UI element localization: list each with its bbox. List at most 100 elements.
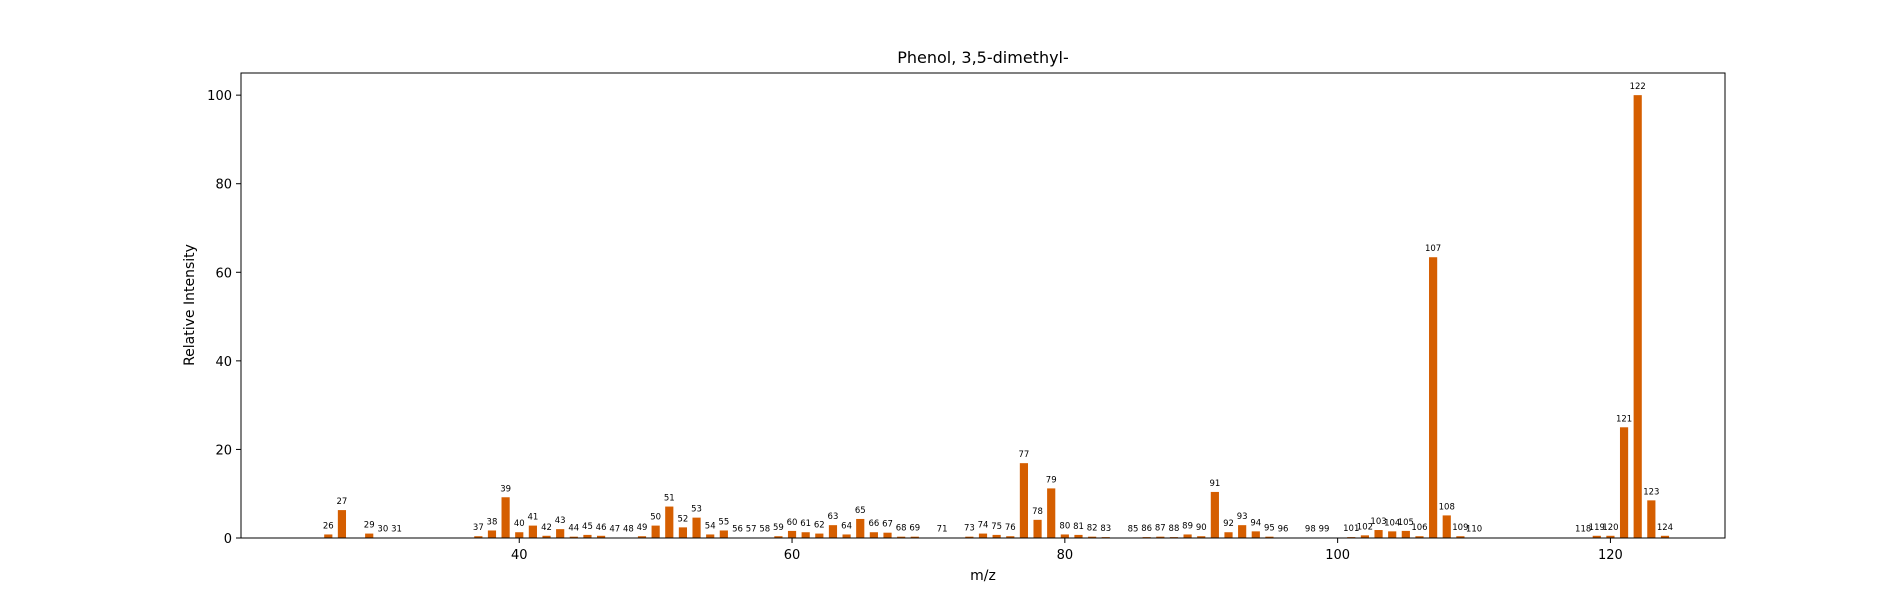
bar-label-mz-68: 68 <box>896 524 907 534</box>
bar-label-mz-91: 91 <box>1209 479 1220 489</box>
bar-label-mz-57: 57 <box>746 525 757 535</box>
bar-label-mz-58: 58 <box>759 525 770 535</box>
bar-mz-42 <box>542 535 551 538</box>
bar-mz-37 <box>474 536 483 538</box>
bar-mz-82 <box>1088 536 1097 538</box>
bar-mz-44 <box>569 536 578 538</box>
y-tick-label: 20 <box>215 443 232 458</box>
bar-label-mz-74: 74 <box>978 521 989 531</box>
bar-label-mz-51: 51 <box>664 494 675 504</box>
bar-mz-106 <box>1415 536 1424 538</box>
bar-label-mz-82: 82 <box>1087 524 1098 534</box>
bar-mz-40 <box>515 532 524 538</box>
x-tick-label: 80 <box>1057 548 1074 563</box>
bar-mz-39 <box>501 497 510 538</box>
chart-title: Phenol, 3,5-dimethyl- <box>897 48 1069 67</box>
bar-label-mz-79: 79 <box>1046 475 1057 485</box>
bar-mz-54 <box>706 534 715 538</box>
bar-mz-50 <box>651 525 660 538</box>
bar-label-mz-43: 43 <box>555 516 566 526</box>
bar-label-mz-99: 99 <box>1319 525 1330 535</box>
bar-label-mz-47: 47 <box>609 525 620 535</box>
bar-label-mz-101: 101 <box>1343 524 1359 534</box>
bar-mz-43 <box>556 529 565 538</box>
bar-mz-92 <box>1224 532 1233 538</box>
bar-mz-62 <box>815 533 824 538</box>
bar-mz-124 <box>1660 535 1670 538</box>
y-tick-label: 40 <box>215 355 232 370</box>
bar-label-mz-63: 63 <box>828 512 839 522</box>
bar-label-mz-106: 106 <box>1411 523 1427 533</box>
bar-mz-122 <box>1633 95 1642 538</box>
bar-mz-76 <box>1006 536 1015 538</box>
bar-mz-90 <box>1197 536 1206 538</box>
bar-mz-103 <box>1374 530 1383 538</box>
bar-mz-107 <box>1429 257 1438 538</box>
bar-label-mz-78: 78 <box>1032 507 1043 517</box>
bar-mz-120 <box>1606 535 1615 538</box>
bar-label-mz-66: 66 <box>868 519 879 529</box>
bar-mz-29 <box>365 533 374 538</box>
bar-label-mz-95: 95 <box>1264 524 1275 534</box>
bar-mz-94 <box>1251 531 1260 538</box>
bar-label-mz-87: 87 <box>1155 524 1166 534</box>
bar-mz-51 <box>665 506 674 538</box>
bar-label-mz-110: 110 <box>1466 525 1482 535</box>
bar-label-mz-89: 89 <box>1182 521 1193 531</box>
x-axis-title: m/z <box>970 568 996 584</box>
bar-mz-78 <box>1033 519 1042 538</box>
bar-label-mz-73: 73 <box>964 524 975 534</box>
y-tick-label: 0 <box>224 532 232 547</box>
bar-mz-93 <box>1238 525 1247 538</box>
bar-mz-68 <box>897 536 906 538</box>
bar-label-mz-124: 124 <box>1657 523 1673 533</box>
bar-label-mz-86: 86 <box>1141 524 1152 534</box>
bar-mz-45 <box>583 534 592 538</box>
bar-mz-121 <box>1619 427 1629 538</box>
bar-mz-26 <box>324 534 333 538</box>
bar-mz-91 <box>1210 491 1219 538</box>
bar-label-mz-41: 41 <box>527 513 538 523</box>
bar-mz-73 <box>965 536 974 538</box>
bar-label-mz-67: 67 <box>882 520 893 530</box>
bar-label-mz-42: 42 <box>541 523 552 533</box>
bar-mz-69 <box>910 536 919 538</box>
bar-label-mz-29: 29 <box>364 521 375 531</box>
bar-label-mz-56: 56 <box>732 525 743 535</box>
bar-label-mz-103: 103 <box>1370 517 1386 527</box>
bar-label-mz-102: 102 <box>1357 522 1373 532</box>
bar-label-mz-49: 49 <box>637 523 648 533</box>
bar-mz-66 <box>869 532 878 538</box>
bar-label-mz-81: 81 <box>1073 522 1084 532</box>
bar-label-mz-123: 123 <box>1643 487 1659 497</box>
bar-label-mz-26: 26 <box>323 521 334 531</box>
bar-label-mz-98: 98 <box>1305 525 1316 535</box>
bar-label-mz-54: 54 <box>705 521 716 531</box>
bar-mz-75 <box>992 534 1001 538</box>
x-axis-ticks: 40 60 80 100 120 <box>511 538 1623 563</box>
bar-mz-41 <box>528 525 537 538</box>
bar-label-mz-55: 55 <box>718 517 729 527</box>
y-tick-label: 80 <box>215 178 232 193</box>
bar-mz-104 <box>1388 531 1397 538</box>
bar-label-mz-44: 44 <box>568 524 579 534</box>
bar-label-mz-27: 27 <box>337 497 348 507</box>
bar-mz-108 <box>1442 515 1451 538</box>
bar-mz-38 <box>487 530 497 538</box>
bar-label-mz-88: 88 <box>1169 524 1180 534</box>
bar-label-mz-46: 46 <box>596 523 607 533</box>
y-tick-label: 60 <box>215 266 232 281</box>
bar-label-mz-90: 90 <box>1196 523 1207 533</box>
x-tick-label: 120 <box>1598 548 1623 563</box>
bar-label-mz-37: 37 <box>473 523 484 533</box>
bar-mz-27 <box>337 510 347 538</box>
bar-label-mz-96: 96 <box>1278 525 1289 535</box>
bar-mz-89 <box>1183 534 1192 538</box>
bar-label-mz-92: 92 <box>1223 519 1234 529</box>
bar-mz-46 <box>597 535 606 538</box>
bar-label-mz-83: 83 <box>1100 524 1111 534</box>
bar-label-mz-38: 38 <box>487 517 498 527</box>
bar-label-mz-119: 119 <box>1589 523 1605 533</box>
bar-mz-80 <box>1060 534 1069 538</box>
